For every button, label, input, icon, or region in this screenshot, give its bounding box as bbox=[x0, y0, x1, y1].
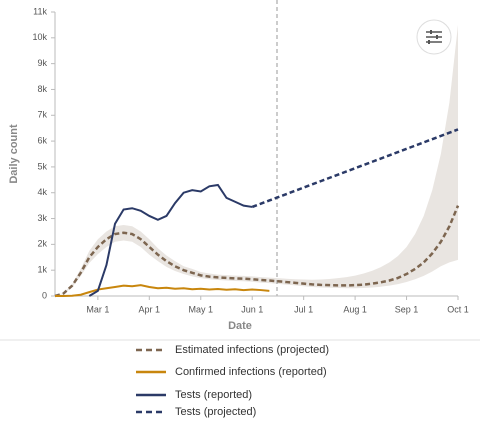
legend-label: Tests (projected) bbox=[175, 406, 256, 418]
series-line bbox=[54, 205, 460, 298]
filter-icon-knobs bbox=[428, 30, 438, 44]
y-tick-label: 7k bbox=[37, 110, 47, 120]
y-tick-label: 4k bbox=[37, 187, 47, 197]
y-tick-label: 10k bbox=[32, 32, 47, 42]
x-tick-label: Jul 1 bbox=[294, 304, 313, 314]
x-tick-label: Jun 1 bbox=[241, 304, 263, 314]
x-tick-label: Sep 1 bbox=[395, 304, 419, 314]
x-tick-label: Oct 1 bbox=[447, 304, 469, 314]
y-tick-label: 9k bbox=[37, 58, 47, 68]
x-axis-label: Date bbox=[228, 320, 252, 332]
x-tick-label: Mar 1 bbox=[86, 304, 109, 314]
y-tick-label: 5k bbox=[37, 161, 47, 171]
legend-label: Tests (reported) bbox=[175, 389, 252, 401]
legend-label: Confirmed infections (reported) bbox=[175, 366, 327, 378]
series-line bbox=[251, 128, 459, 209]
y-axis-label: Daily count bbox=[8, 124, 20, 184]
y-tick-label: 8k bbox=[37, 84, 47, 94]
uncertainty-band bbox=[55, 24, 458, 297]
series-line bbox=[88, 183, 253, 297]
x-tick-label: Apr 1 bbox=[139, 304, 161, 314]
x-tick-label: May 1 bbox=[189, 304, 214, 314]
x-tick-label: Aug 1 bbox=[343, 304, 367, 314]
y-tick-label: 11k bbox=[33, 6, 47, 16]
filter-button[interactable] bbox=[416, 19, 452, 55]
legend-label: Estimated infections (projected) bbox=[175, 344, 329, 356]
y-tick-label: 2k bbox=[37, 239, 47, 249]
y-tick-label: 3k bbox=[37, 213, 47, 223]
y-tick-label: 1k bbox=[37, 265, 47, 275]
y-tick-label: 0 bbox=[42, 290, 47, 300]
series-line bbox=[55, 284, 270, 297]
y-tick-label: 6k bbox=[37, 135, 47, 145]
